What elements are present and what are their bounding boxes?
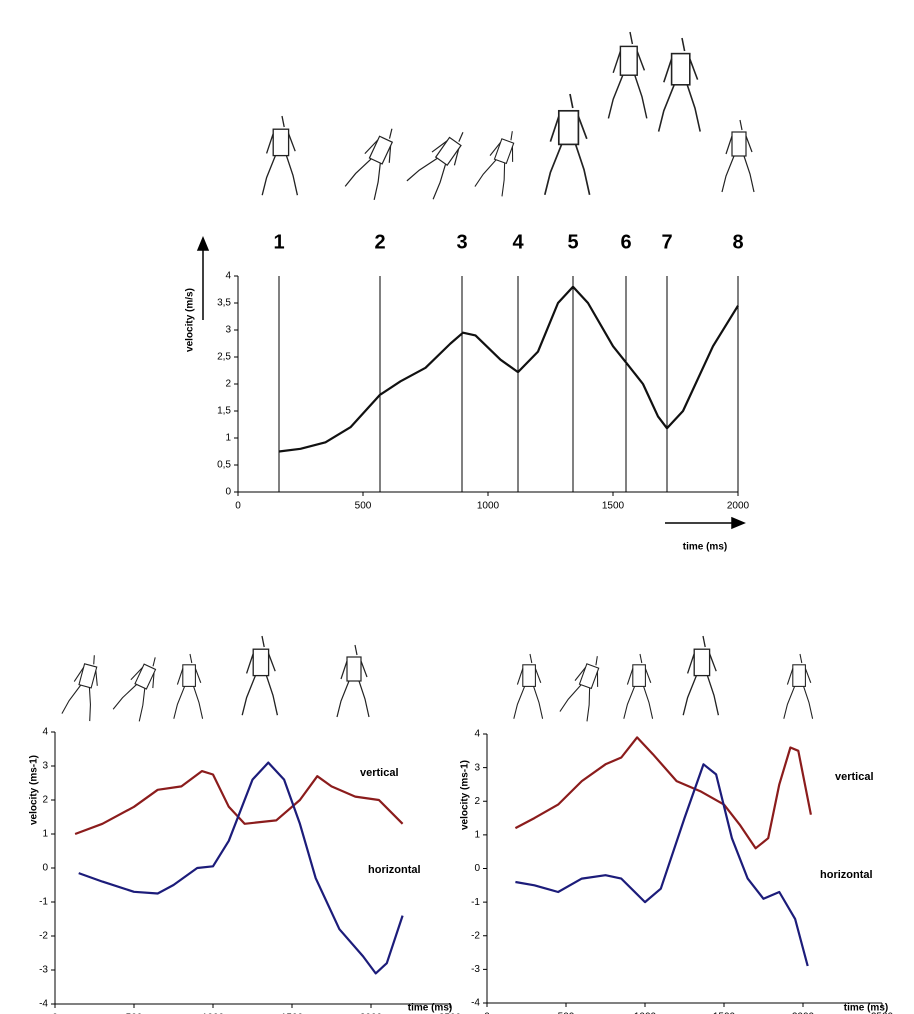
y-tick-label: 0 <box>42 863 48 874</box>
y-tick-label: -3 <box>39 965 48 976</box>
x-axis-title: time (ms) <box>408 1003 452 1014</box>
y-tick-label: -4 <box>471 998 480 1009</box>
y-tick-label: 2 <box>474 796 480 807</box>
series-label: vertical <box>835 771 874 783</box>
y-tick-label: 0 <box>474 863 480 874</box>
phase-label: 5 <box>567 231 578 253</box>
y-tick-label: -4 <box>39 999 48 1010</box>
series-line <box>79 763 403 974</box>
y-tick-label: -2 <box>471 930 480 941</box>
y-tick-label: 4 <box>474 729 480 740</box>
y-tick-label: -3 <box>471 964 480 975</box>
series-line <box>75 771 403 834</box>
x-tick-label: 1500 <box>602 501 625 512</box>
y-tick-label: -1 <box>471 897 480 908</box>
x-tick-label: 500 <box>355 501 372 512</box>
series-label: horizontal <box>368 864 421 876</box>
axis-arrows <box>198 238 744 528</box>
y-tick-label: 4 <box>225 271 231 282</box>
series-label: vertical <box>360 767 399 779</box>
y-tick-label: 4 <box>42 727 48 738</box>
y-axis-title: velocity (ms-1) <box>29 755 40 825</box>
y-tick-label: 2 <box>42 795 48 806</box>
y-tick-label: 3 <box>42 761 48 772</box>
y-tick-label: 3,5 <box>217 298 231 309</box>
x-tick-label: 2000 <box>727 501 750 512</box>
figure: 00,511,522,533,540500100015002000velocit… <box>0 0 914 1014</box>
phase-label: 6 <box>620 231 631 253</box>
x-axis-title: time (ms) <box>844 1003 888 1014</box>
y-tick-label: -1 <box>39 897 48 908</box>
y-tick-label: 2 <box>225 379 231 390</box>
phase-label: 1 <box>273 231 284 253</box>
y-tick-label: 1 <box>225 433 231 444</box>
y-tick-label: 3 <box>225 325 231 336</box>
y-axis-title: velocity (m/s) <box>185 288 196 352</box>
phase-label: 8 <box>732 231 743 253</box>
phase-label: 2 <box>374 231 385 253</box>
y-tick-label: 0 <box>225 487 231 498</box>
x-tick-label: 1000 <box>477 501 500 512</box>
series-line <box>515 764 807 966</box>
phase-label: 7 <box>661 231 672 253</box>
y-tick-label: 3 <box>474 762 480 773</box>
x-axis-title: time (ms) <box>683 542 727 553</box>
series-line <box>515 737 811 848</box>
series-line <box>279 287 738 452</box>
y-tick-label: -2 <box>39 931 48 942</box>
y-tick-label: 2,5 <box>217 352 231 363</box>
y-tick-label: 1 <box>42 829 48 840</box>
phase-label: 4 <box>512 231 524 253</box>
phase-label: 3 <box>456 231 467 253</box>
y-tick-label: 1,5 <box>217 406 231 417</box>
series-label: horizontal <box>820 869 873 881</box>
y-tick-label: 1 <box>474 830 480 841</box>
x-tick-label: 0 <box>235 501 241 512</box>
y-tick-label: 0,5 <box>217 460 231 471</box>
y-axis-title: velocity (ms-1) <box>460 760 471 830</box>
